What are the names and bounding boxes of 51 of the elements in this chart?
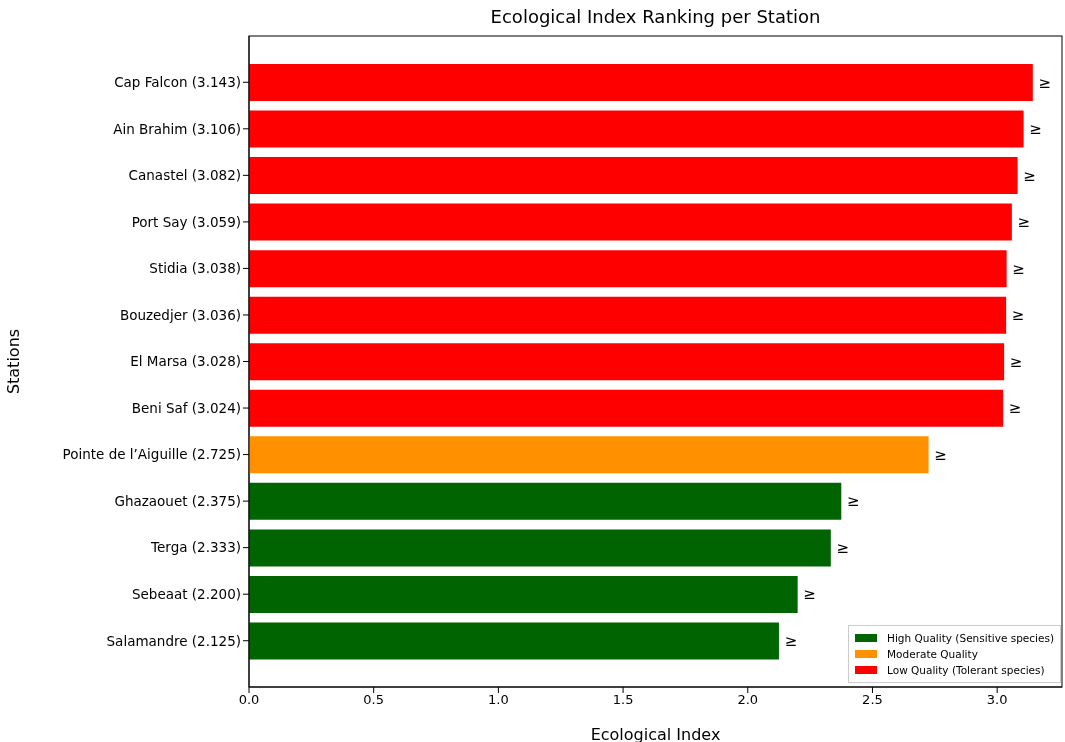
data-label: ≥ <box>1029 120 1042 139</box>
y-tick-label: Cap Falcon (3.143) <box>114 74 241 91</box>
data-label: ≥ <box>803 585 816 604</box>
y-tick-label: Ghazaouet (2.375) <box>114 492 241 509</box>
data-label: ≥ <box>1009 352 1023 371</box>
data-label: ≥ <box>1011 306 1025 325</box>
x-tick-label: 3.0 <box>986 692 1008 708</box>
y-tick-label: Canastel (3.082) <box>128 167 241 184</box>
chart-title: Ecological Index Ranking per Station <box>489 6 822 27</box>
bar <box>249 296 1007 334</box>
y-tick-label: Port Say (3.059) <box>131 213 241 230</box>
y-axis-title: Stations <box>3 328 23 395</box>
bar <box>249 622 779 660</box>
x-tick-label: 1.0 <box>488 692 509 708</box>
data-label: ≥ <box>1038 73 1052 92</box>
y-tick-label: Bouzedjer (3.036) <box>119 306 241 323</box>
y-tick-label: Terga (2.333) <box>150 539 241 556</box>
legend-label: Low Quality (Tolerant species) <box>887 663 1045 678</box>
y-tick-label: Salamandre (2.125) <box>106 632 241 649</box>
x-tick-label: 2.5 <box>862 692 883 708</box>
bar <box>249 250 1007 288</box>
bar <box>249 203 1012 241</box>
legend-label: Moderate Quality <box>887 647 978 662</box>
legend-label: High Quality (Sensitive species) <box>887 631 1054 646</box>
data-label: ≥ <box>836 538 850 557</box>
y-tick-label: Sebeaat (2.200) <box>131 585 241 602</box>
x-tick-label: 1.5 <box>612 692 634 708</box>
data-label: ≥ <box>1023 166 1036 185</box>
y-tick-label: Pointe de l’Aiguille (2.725) <box>62 446 241 463</box>
data-label: ≥ <box>1008 399 1022 418</box>
data-label: ≥ <box>1017 213 1031 232</box>
data-label: ≥ <box>847 492 860 511</box>
data-label: ≥ <box>934 445 947 464</box>
bar <box>249 436 929 474</box>
data-label: ≥ <box>784 631 798 650</box>
bar <box>249 157 1018 195</box>
x-tick-label: 2.0 <box>737 692 759 708</box>
bar <box>249 343 1005 381</box>
y-tick-label: El Marsa (3.028) <box>130 353 241 370</box>
x-tick-label: 0.0 <box>238 692 260 708</box>
y-tick-label: Stidia (3.038) <box>149 260 241 277</box>
bar <box>249 529 831 567</box>
bar <box>249 389 1004 427</box>
y-tick-label: Ain Brahim (3.106) <box>113 120 241 137</box>
y-tick-label: Beni Saf (3.024) <box>131 399 241 416</box>
data-label: ≥ <box>1012 259 1025 278</box>
bar <box>249 64 1033 101</box>
bar <box>249 110 1024 148</box>
bar <box>249 482 842 520</box>
bar <box>249 575 798 613</box>
x-tick-label: 0.5 <box>363 692 385 708</box>
